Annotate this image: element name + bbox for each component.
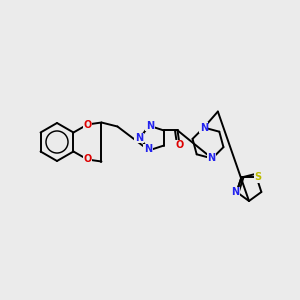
Text: N: N — [232, 187, 240, 197]
Text: N: N — [146, 121, 154, 130]
Text: O: O — [176, 140, 184, 150]
Text: N: N — [207, 154, 215, 164]
Text: S: S — [254, 172, 261, 182]
Text: N: N — [200, 122, 208, 133]
Text: N: N — [144, 144, 152, 154]
Text: O: O — [83, 119, 92, 130]
Text: O: O — [83, 154, 92, 164]
Text: N: N — [135, 133, 143, 143]
